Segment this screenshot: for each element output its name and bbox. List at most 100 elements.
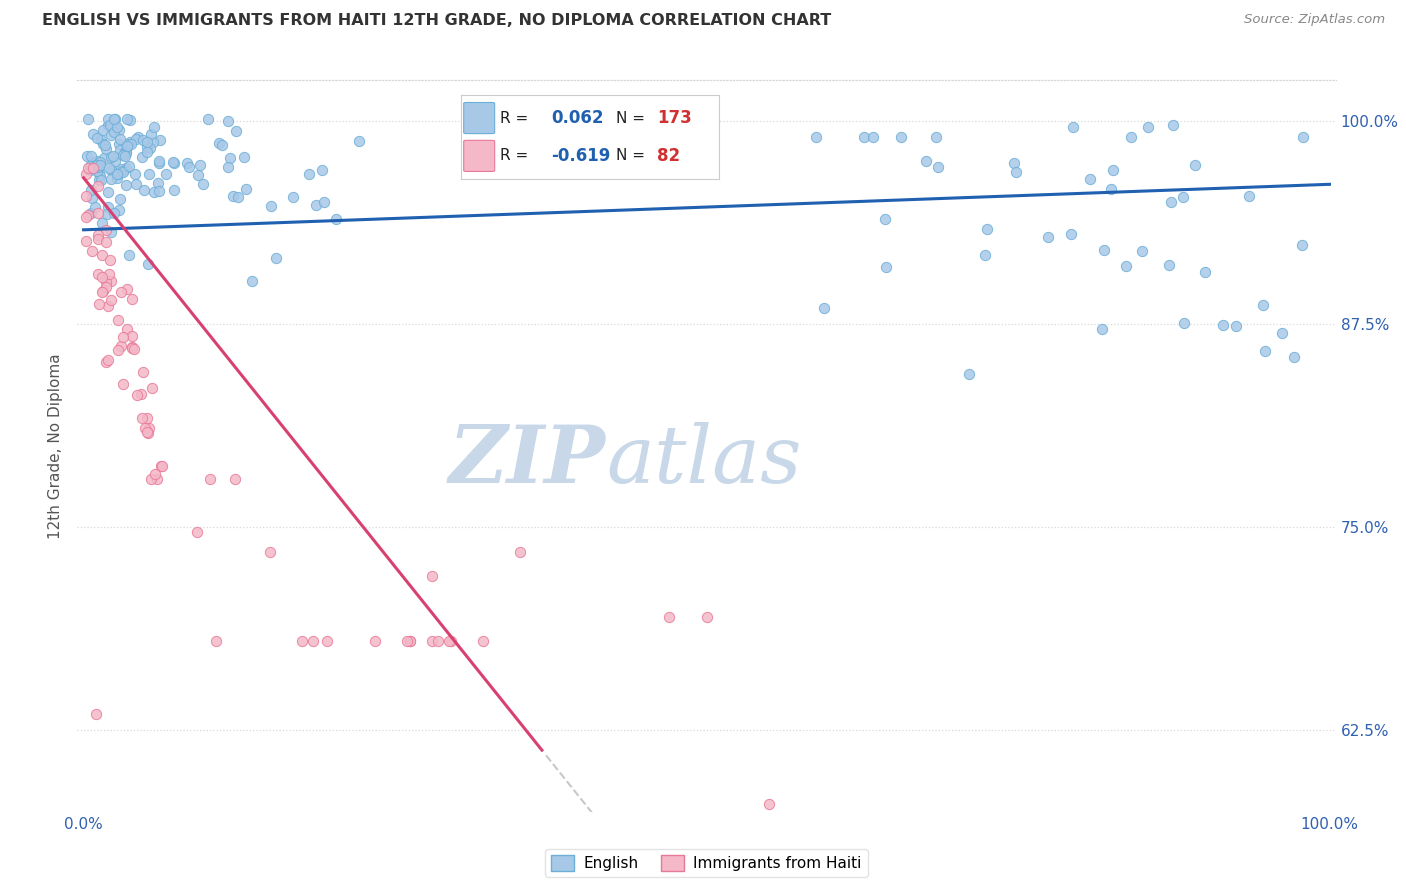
Point: [233, 150, 256, 164]
Point: [162, 155, 184, 169]
Point: [103, 148, 125, 162]
Point: [77, 208, 100, 222]
Point: [115, 322, 138, 336]
Point: [915, 154, 938, 169]
Point: [135, 136, 157, 150]
Point: [127, 130, 149, 145]
Point: [86, 131, 108, 145]
Point: [217, 161, 239, 175]
Point: [97, 118, 120, 132]
Point: [136, 257, 159, 271]
Point: [108, 136, 131, 151]
Point: [1062, 120, 1084, 135]
Point: [398, 634, 420, 648]
Point: [105, 171, 128, 186]
Point: [148, 184, 170, 198]
Point: [222, 189, 245, 203]
Point: [107, 343, 129, 357]
Point: [1137, 120, 1160, 134]
Point: [103, 112, 125, 127]
Point: [291, 634, 314, 648]
Point: [79, 183, 101, 197]
Point: [149, 133, 172, 147]
Point: [112, 164, 135, 178]
Point: [77, 112, 100, 127]
Point: [1115, 260, 1137, 274]
Point: [142, 136, 165, 150]
Point: [98, 118, 121, 132]
Point: [96, 275, 118, 289]
Point: [89, 169, 111, 183]
Point: [1119, 130, 1142, 145]
Point: [84, 160, 107, 174]
Point: [82, 191, 104, 205]
Text: R =: R =: [499, 111, 529, 126]
Point: [396, 634, 419, 648]
Point: [193, 177, 215, 191]
Point: [82, 156, 104, 170]
Text: N =: N =: [616, 111, 645, 126]
Point: [86, 163, 108, 178]
Point: [758, 797, 780, 811]
Point: [124, 132, 146, 146]
Point: [1184, 158, 1206, 172]
Point: [76, 210, 98, 224]
Point: [224, 471, 246, 485]
Point: [363, 634, 385, 648]
Point: [132, 132, 155, 146]
Point: [1130, 244, 1153, 258]
Point: [305, 197, 328, 211]
Point: [347, 134, 370, 148]
Point: [1282, 350, 1305, 364]
Point: [131, 365, 153, 379]
Point: [111, 163, 134, 178]
Point: [89, 154, 111, 169]
Point: [177, 160, 200, 174]
Point: [139, 141, 162, 155]
Point: [84, 200, 107, 214]
Point: [163, 183, 186, 197]
Point: [97, 299, 120, 313]
Point: [205, 634, 228, 648]
Text: R =: R =: [499, 148, 529, 163]
Point: [75, 234, 97, 248]
Point: [120, 137, 142, 152]
Point: [131, 150, 153, 164]
Point: [259, 544, 281, 558]
Point: [110, 339, 132, 353]
Point: [862, 130, 884, 145]
Text: 0.062: 0.062: [551, 109, 605, 127]
Point: [145, 471, 167, 485]
Point: [100, 252, 122, 267]
Point: [927, 160, 949, 174]
Point: [97, 112, 120, 127]
Point: [100, 128, 122, 142]
Point: [873, 212, 896, 227]
Point: [235, 182, 257, 196]
Point: [136, 425, 159, 440]
Point: [124, 167, 146, 181]
Point: [957, 367, 980, 381]
Point: [82, 127, 104, 141]
Point: [398, 634, 420, 648]
Point: [103, 125, 125, 139]
Point: [91, 248, 114, 262]
Point: [86, 158, 108, 172]
Point: [91, 285, 114, 300]
Point: [105, 120, 128, 135]
Point: [813, 301, 835, 315]
Y-axis label: 12th Grade, No Diploma: 12th Grade, No Diploma: [48, 353, 63, 539]
Text: ZIP: ZIP: [449, 422, 606, 500]
Point: [150, 458, 173, 473]
Point: [696, 609, 718, 624]
Point: [1036, 230, 1059, 244]
Point: [472, 634, 495, 648]
Point: [118, 113, 141, 128]
Point: [87, 173, 110, 187]
Point: [117, 137, 139, 152]
Point: [89, 297, 111, 311]
Point: [217, 113, 239, 128]
Point: [420, 634, 443, 648]
Point: [97, 200, 120, 214]
Point: [84, 707, 107, 722]
